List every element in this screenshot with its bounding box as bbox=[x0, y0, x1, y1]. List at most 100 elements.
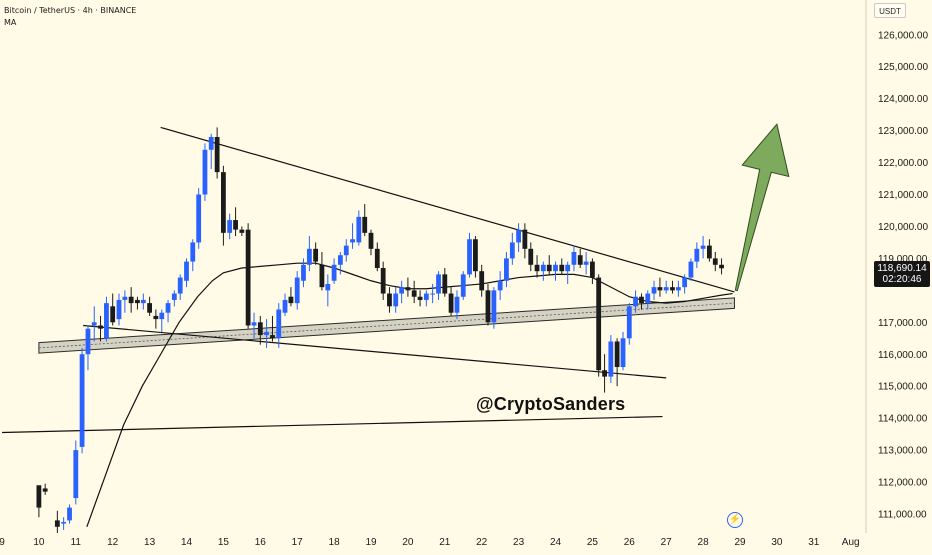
candle-105 bbox=[682, 274, 688, 294]
lightning-icon[interactable]: ⚡ bbox=[727, 512, 743, 528]
candle-body bbox=[343, 245, 349, 256]
candle-101 bbox=[657, 277, 663, 297]
candle-109 bbox=[706, 239, 712, 262]
candle-body bbox=[491, 290, 497, 323]
candle-100 bbox=[651, 280, 657, 300]
candle-body bbox=[645, 293, 651, 304]
candle-body bbox=[362, 216, 368, 233]
candle-body bbox=[577, 255, 583, 265]
candle-79 bbox=[522, 223, 528, 259]
ma-legend[interactable]: MA bbox=[4, 18, 17, 27]
candle-19 bbox=[153, 309, 159, 329]
price-tick-label: 114,000.00 bbox=[878, 414, 928, 425]
candle-body bbox=[675, 287, 681, 291]
trendline-2 bbox=[83, 324, 667, 379]
candle-body bbox=[282, 299, 288, 313]
candle-1 bbox=[36, 485, 42, 518]
candle-77 bbox=[509, 232, 515, 265]
candle-body bbox=[85, 328, 91, 355]
candle-body bbox=[257, 322, 263, 336]
candle-65 bbox=[436, 271, 441, 300]
candle-body bbox=[147, 303, 152, 313]
candle-87 bbox=[571, 245, 577, 272]
candle-68 bbox=[454, 290, 460, 320]
candle-22 bbox=[171, 290, 177, 307]
candle-body bbox=[54, 520, 60, 527]
time-tick-label: 31 bbox=[808, 537, 820, 548]
candle-body bbox=[208, 136, 214, 150]
candle-body bbox=[393, 293, 399, 307]
price-tick-label: 124,000.00 bbox=[878, 94, 928, 105]
candle-75 bbox=[497, 271, 503, 300]
candle-35 bbox=[251, 312, 257, 339]
candle-10 bbox=[98, 315, 103, 342]
candle-81 bbox=[534, 255, 540, 278]
candle-body bbox=[202, 149, 208, 195]
candle-body bbox=[473, 239, 478, 272]
candle-73 bbox=[485, 283, 491, 326]
candle-body bbox=[306, 248, 312, 265]
candle-body bbox=[411, 290, 417, 297]
candle-body bbox=[467, 239, 472, 275]
candle-94 bbox=[614, 338, 620, 387]
candle-83 bbox=[546, 255, 552, 275]
candle-104 bbox=[675, 280, 681, 297]
candle-80 bbox=[528, 242, 534, 272]
candle-body bbox=[214, 136, 220, 173]
candle-body bbox=[110, 306, 116, 323]
candle-17 bbox=[140, 293, 146, 310]
candle-14 bbox=[122, 290, 128, 313]
candle-82 bbox=[540, 261, 546, 281]
candle-43 bbox=[301, 258, 306, 288]
candle-body bbox=[694, 248, 700, 262]
candle-12 bbox=[110, 293, 116, 326]
candle-72 bbox=[479, 264, 485, 297]
time-tick-label: 30 bbox=[771, 537, 783, 548]
candle-7 bbox=[79, 347, 85, 454]
candle-body bbox=[380, 267, 386, 294]
candle-body bbox=[436, 274, 441, 294]
candle-body bbox=[177, 277, 183, 294]
time-tick-label: 10 bbox=[33, 537, 45, 548]
candle-25 bbox=[190, 239, 196, 272]
candle-28 bbox=[208, 133, 214, 169]
price-tick-label: 119,000.00 bbox=[878, 254, 928, 265]
candle-body bbox=[712, 258, 718, 265]
candle-body bbox=[639, 296, 644, 304]
candle-body bbox=[61, 521, 67, 524]
candle-body bbox=[73, 450, 79, 499]
symbol-legend[interactable]: Bitcoin / TetherUS · 4h · BINANCE bbox=[4, 6, 137, 15]
time-tick-label: 13 bbox=[144, 537, 156, 548]
candle-18 bbox=[147, 296, 152, 316]
candle-body bbox=[301, 264, 306, 281]
price-tick-label: 115,000.00 bbox=[878, 382, 928, 393]
candle-31 bbox=[227, 213, 233, 240]
projection-arrow-layer bbox=[734, 123, 790, 292]
candle-body bbox=[387, 293, 392, 307]
currency-label[interactable]: USDT bbox=[874, 3, 906, 18]
candle-body bbox=[522, 229, 528, 249]
candle-body bbox=[239, 229, 245, 233]
candle-30 bbox=[221, 165, 226, 246]
candle-62 bbox=[417, 290, 423, 307]
candle-57 bbox=[387, 287, 392, 313]
candle-body bbox=[276, 309, 282, 339]
author-watermark: @CryptoSanders bbox=[476, 394, 626, 414]
candle-8 bbox=[85, 325, 91, 371]
price-tick-label: 112,000.00 bbox=[878, 478, 928, 489]
candle-97 bbox=[633, 290, 638, 313]
candle-20 bbox=[159, 309, 165, 332]
candle-86 bbox=[565, 261, 571, 284]
candle-40 bbox=[282, 293, 288, 316]
candle-body bbox=[528, 248, 534, 265]
candle-106 bbox=[688, 258, 694, 281]
price-tick-label: 121,000.00 bbox=[878, 190, 928, 201]
candle-59 bbox=[399, 280, 405, 304]
candle-51 bbox=[350, 223, 355, 249]
candle-body bbox=[620, 338, 626, 368]
candle-71 bbox=[473, 236, 478, 278]
candle-15 bbox=[128, 287, 134, 313]
candle-body bbox=[657, 287, 663, 291]
